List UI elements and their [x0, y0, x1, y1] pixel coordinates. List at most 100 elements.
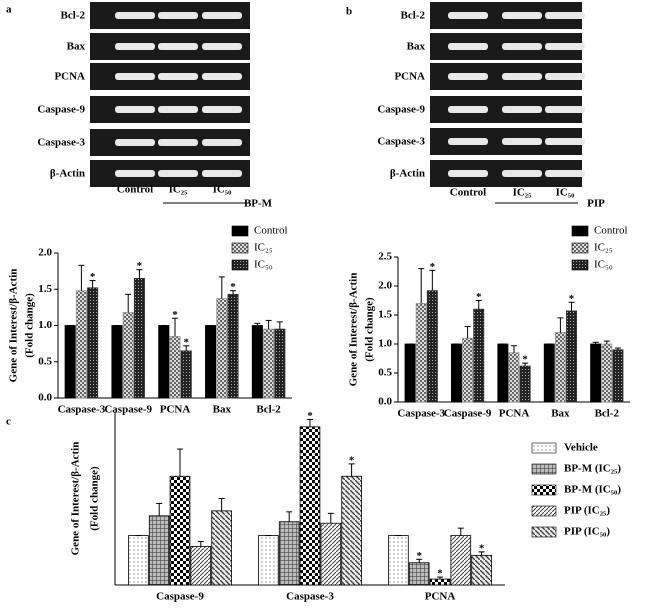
legend-swatch [531, 463, 557, 475]
gel-row-label: PCNA [394, 71, 425, 83]
bar [450, 535, 472, 586]
y-tick-label: 1.0 [378, 338, 392, 350]
significance: * [90, 271, 96, 283]
gel-row-label: PCNA [54, 71, 85, 83]
x-tick-label: PCNA [499, 408, 530, 420]
x-tick-label: Caspase-9 [104, 404, 152, 416]
significance: * [479, 542, 485, 554]
gel-row-label: Caspase-9 [37, 104, 85, 116]
x-tick-label: Caspase-3 [286, 591, 334, 603]
bar [508, 352, 520, 403]
gel-band [158, 106, 198, 113]
gel-band [545, 43, 585, 50]
gel-band [545, 138, 585, 145]
group-label: BP-M [244, 198, 273, 210]
bar [263, 328, 275, 399]
y-tick-label: 0.5 [378, 367, 392, 379]
gel-band [115, 73, 155, 80]
y-tick-label: 0.5 [38, 355, 52, 367]
legend-swatch [231, 259, 249, 271]
gel-row-label: β-Actin [50, 168, 85, 180]
gel-band [158, 139, 198, 146]
bar [169, 335, 181, 399]
legend-swatch [231, 242, 249, 254]
gel-band [545, 12, 585, 19]
bar [64, 325, 76, 399]
bar [299, 426, 321, 586]
x-tick-label: Caspase-9 [156, 591, 204, 603]
x-tick-label: Caspase-3 [397, 408, 445, 420]
gel-band [115, 106, 155, 113]
legend-label: IC₂₅ [594, 242, 613, 254]
significance: * [307, 410, 313, 422]
y-tick-label: 2.0 [38, 247, 52, 259]
gel-row-label: β-Actin [390, 168, 425, 180]
gel-lane-label: Control [117, 184, 153, 196]
gel-row-label: Bax [67, 41, 86, 53]
x-tick-label: Bax [551, 408, 570, 420]
gel-band [545, 73, 585, 80]
bar [190, 546, 212, 586]
bar [278, 521, 300, 586]
gel-band [115, 43, 155, 50]
legend-swatch [531, 442, 557, 454]
y-tick-label: 0.0 [38, 392, 52, 404]
gel-band [502, 73, 542, 80]
gel-lane-label: Control [450, 187, 486, 199]
gel-row-label: Caspase-9 [377, 104, 425, 116]
gel-band [202, 139, 242, 146]
bar [429, 578, 451, 586]
gel-band [502, 138, 542, 145]
gel-band [115, 12, 155, 19]
gel-band [202, 43, 242, 50]
bar [415, 302, 427, 403]
panel-label: b [346, 6, 352, 18]
bar [471, 554, 492, 586]
legend-label: IC₂₅ [254, 242, 273, 254]
legend-swatch [531, 505, 557, 517]
bar [111, 325, 123, 399]
bar [543, 343, 555, 403]
gel-lane-label: IC₂₅ [169, 184, 189, 196]
significance: * [416, 550, 422, 562]
bar [426, 290, 438, 403]
y-axis-label: (Fold change) [24, 293, 36, 358]
bar [320, 522, 342, 586]
legend-label: IC₅₀ [254, 259, 273, 271]
bar [122, 312, 134, 399]
y-tick-label: 0.0 [378, 396, 392, 408]
legend-label: IC₅₀ [594, 259, 613, 271]
y-axis-label: Gene of Interest/β-Actin [70, 442, 82, 556]
x-tick-label: Bax [213, 404, 232, 416]
y-tick-label: 1.5 [378, 309, 392, 321]
y-tick-label: 1.0 [38, 319, 52, 331]
bar [87, 287, 99, 399]
legend-label: PIP (IC₂₅) [564, 505, 610, 517]
panel-label: a [6, 4, 12, 16]
legend-swatch [531, 526, 557, 538]
bar [450, 343, 462, 403]
legend-label: PIP (IC₅₀) [564, 526, 610, 538]
bar [251, 325, 263, 399]
gel-band [502, 106, 542, 113]
significance: * [349, 454, 355, 466]
gel-row-label: Bcl-2 [61, 10, 86, 22]
gel-lane-label: IC₂₅ [513, 187, 533, 199]
x-tick-label: Bcl-2 [256, 404, 281, 416]
significance: * [230, 281, 236, 293]
bar [497, 343, 509, 403]
bar [554, 331, 566, 403]
gel-band [202, 12, 242, 19]
gel-band [448, 138, 488, 145]
gel-band [158, 73, 198, 80]
legend-label: Control [254, 225, 288, 237]
significance: * [437, 568, 443, 580]
gel-band [448, 106, 488, 113]
significance: * [430, 261, 436, 273]
gel-band [545, 106, 585, 113]
legend-swatch [531, 484, 557, 496]
x-tick-label: PCNA [160, 404, 191, 416]
gel-band [202, 73, 242, 80]
significance: * [172, 309, 178, 321]
bar [590, 343, 602, 403]
